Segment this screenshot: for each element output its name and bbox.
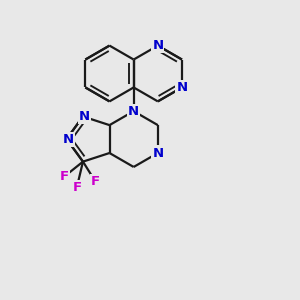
Text: N: N (128, 105, 139, 118)
Text: F: F (91, 175, 100, 188)
Text: F: F (72, 181, 81, 194)
Text: N: N (152, 39, 164, 52)
Text: N: N (176, 81, 188, 94)
Text: N: N (62, 133, 74, 146)
Text: N: N (152, 146, 164, 160)
Text: N: N (79, 110, 90, 123)
Text: F: F (60, 170, 69, 183)
